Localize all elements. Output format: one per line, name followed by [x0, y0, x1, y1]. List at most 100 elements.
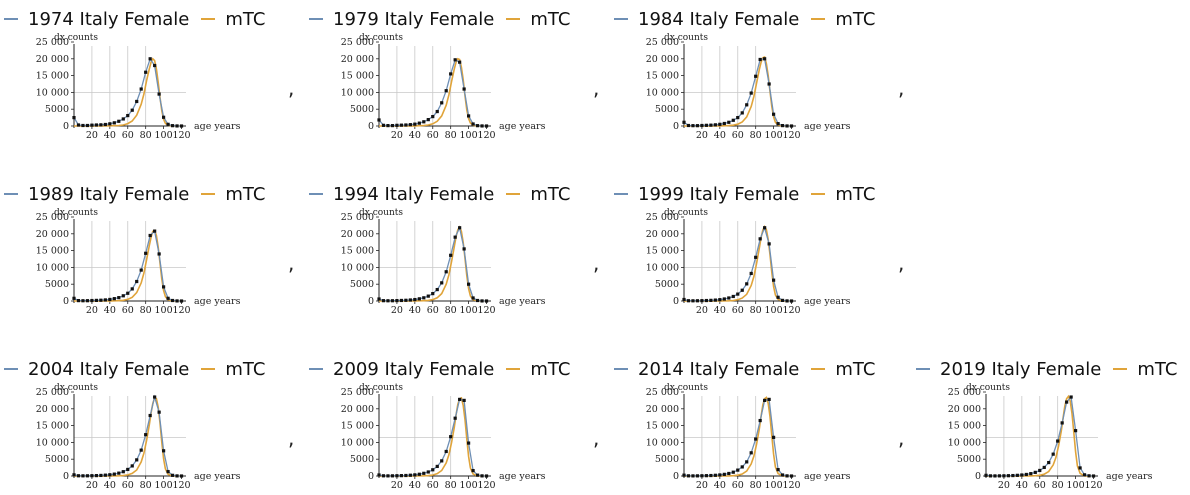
data-point — [776, 295, 780, 299]
chart-panel: 1979 Italy Female mTC dx counts 0 5000 10 000… — [309, 4, 609, 144]
y-axis-title: dx counts — [54, 208, 98, 218]
data-point — [727, 120, 731, 124]
data-point — [112, 121, 116, 125]
x-tick-label: 20 — [86, 130, 98, 141]
data-point — [162, 115, 166, 119]
data-point — [736, 468, 740, 472]
data-point — [179, 299, 184, 303]
data-point — [85, 474, 90, 478]
x-axis-title: age years — [804, 121, 851, 132]
x-tick-label: 60 — [732, 130, 744, 141]
x-tick-label: 60 — [732, 305, 744, 316]
data-point — [471, 122, 475, 126]
y-tick-label: 25 000 — [646, 387, 679, 398]
line-chart: dx counts 0 5000 10 000 15 000 20 000 25 000 20… — [36, 208, 241, 316]
data-point — [108, 122, 112, 126]
x-tick-label: 60 — [427, 305, 439, 316]
data-point — [399, 298, 403, 303]
data-point — [984, 473, 988, 477]
data-point — [179, 124, 184, 128]
data-point — [713, 298, 717, 302]
data-point — [435, 464, 439, 469]
y-tick-label: 20 000 — [36, 54, 69, 65]
data-point — [718, 473, 722, 477]
y-tick-label: 15 000 — [948, 421, 981, 432]
legend-swatch — [309, 193, 323, 195]
chart-panel: 1999 Italy Female mTC dx counts 0 5000 10 000… — [614, 179, 914, 319]
legend-item-model: mTC — [201, 359, 265, 380]
data-point — [997, 474, 1002, 478]
data-point — [390, 123, 395, 128]
data-point — [444, 270, 448, 274]
data-point — [386, 123, 390, 128]
data-point — [749, 451, 753, 455]
legend-item-data: 1989 Italy Female — [4, 184, 189, 205]
x-tick-label: 20 — [696, 480, 708, 491]
y-tick-label: 25 000 — [341, 387, 374, 398]
data-point — [381, 474, 386, 478]
data-point — [85, 299, 90, 303]
y-tick-label: 10 000 — [341, 87, 374, 98]
data-point — [1074, 429, 1078, 433]
list-separator: , — [898, 251, 905, 275]
data-point — [467, 114, 471, 118]
x-tick-label: 80 — [140, 130, 152, 141]
data-point — [117, 119, 121, 123]
y-tick-label: 20 000 — [646, 404, 679, 415]
y-tick-label: 0 — [673, 471, 679, 482]
data-point — [166, 122, 170, 126]
data-point — [1082, 473, 1087, 477]
data-point — [153, 63, 157, 68]
data-point — [691, 124, 695, 128]
data-point — [1011, 473, 1015, 478]
legend-item-data: 2009 Italy Female — [309, 359, 494, 380]
x-axis-title: age years — [1106, 471, 1153, 482]
y-tick-label: 10 000 — [948, 437, 981, 448]
data-point — [148, 413, 152, 418]
data-point — [413, 297, 417, 302]
data-point — [81, 299, 85, 303]
data-point — [780, 473, 785, 477]
x-tick-label: 20 — [696, 305, 708, 316]
data-point — [740, 111, 744, 115]
data-point — [484, 299, 489, 303]
line-chart: dx counts 0 5000 10 000 15 000 20 000 25 000 20… — [646, 383, 851, 491]
data-point — [90, 298, 94, 303]
data-point — [449, 72, 453, 76]
y-tick-label: 15 000 — [646, 71, 679, 82]
data-point — [157, 252, 161, 256]
data-point — [767, 397, 771, 401]
y-tick-label: 20 000 — [948, 404, 981, 415]
legend-item-model: mTC — [506, 9, 570, 30]
data-point — [458, 60, 462, 64]
data-point — [449, 435, 453, 439]
y-tick-label: 20 000 — [646, 54, 679, 65]
data-point — [740, 288, 744, 292]
x-axis-title: age years — [804, 296, 851, 307]
data-point — [736, 116, 740, 120]
x-axis-title: age years — [194, 121, 241, 132]
legend-item-data: 1979 Italy Female — [309, 9, 494, 30]
data-point — [170, 124, 175, 128]
line-chart: dx counts 0 5000 10 000 15 000 20 000 25 000 20… — [36, 383, 241, 491]
data-point — [395, 474, 399, 478]
legend-swatch — [4, 368, 18, 370]
data-point — [700, 123, 704, 128]
y-axis-title: dx counts — [664, 33, 708, 43]
y-axis-title: dx counts — [54, 33, 98, 43]
data-point — [117, 471, 121, 475]
y-tick-label: 5000 — [350, 454, 374, 465]
y-tick-label: 20 000 — [341, 404, 374, 415]
data-point — [103, 122, 107, 127]
y-tick-label: 0 — [63, 296, 69, 307]
data-point — [81, 123, 85, 128]
x-tick-label: 100 — [1067, 480, 1085, 491]
list-separator: , — [288, 76, 295, 100]
x-tick-label: 40 — [714, 130, 726, 141]
chart-panel: 1984 Italy Female mTC dx counts 0 5000 10 000… — [614, 4, 914, 144]
y-tick-label: 10 000 — [646, 262, 679, 273]
y-tick-label: 5000 — [45, 454, 69, 465]
data-point — [704, 123, 708, 127]
data-point — [700, 299, 704, 303]
data-point — [112, 472, 116, 476]
